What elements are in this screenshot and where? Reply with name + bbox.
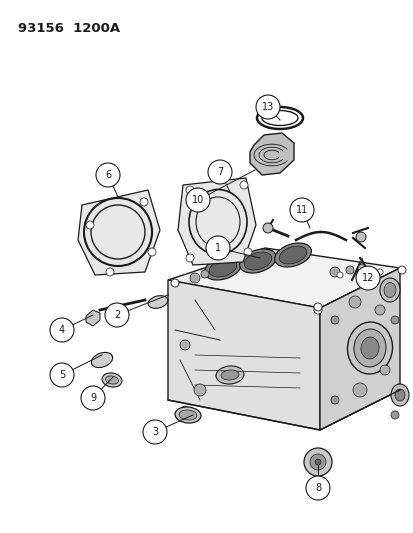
Circle shape: [147, 248, 156, 256]
Circle shape: [190, 273, 199, 283]
Ellipse shape: [390, 384, 408, 406]
Ellipse shape: [209, 259, 236, 277]
Ellipse shape: [105, 376, 118, 384]
Circle shape: [352, 383, 366, 397]
Circle shape: [348, 296, 360, 308]
Circle shape: [336, 272, 342, 278]
Circle shape: [289, 198, 313, 222]
Ellipse shape: [278, 246, 306, 264]
Circle shape: [345, 266, 353, 274]
Ellipse shape: [216, 366, 243, 384]
Circle shape: [329, 267, 339, 277]
Circle shape: [355, 232, 365, 242]
Circle shape: [390, 316, 398, 324]
Circle shape: [185, 186, 194, 194]
Circle shape: [390, 411, 398, 419]
Text: 5: 5: [59, 370, 65, 380]
Text: 7: 7: [216, 167, 223, 177]
Circle shape: [50, 318, 74, 342]
Text: 11: 11: [295, 205, 307, 215]
Circle shape: [357, 264, 365, 272]
Circle shape: [142, 420, 166, 444]
Polygon shape: [168, 248, 399, 308]
Circle shape: [140, 198, 147, 206]
Circle shape: [356, 267, 362, 273]
Text: 93156  1200A: 93156 1200A: [18, 22, 120, 35]
Polygon shape: [168, 280, 319, 430]
Circle shape: [262, 223, 272, 233]
Circle shape: [171, 279, 178, 287]
Circle shape: [201, 270, 209, 278]
Ellipse shape: [239, 249, 276, 273]
Circle shape: [240, 181, 247, 189]
Polygon shape: [178, 178, 255, 265]
Circle shape: [180, 340, 190, 350]
Circle shape: [185, 188, 209, 212]
Circle shape: [86, 221, 94, 229]
Text: 10: 10: [191, 195, 204, 205]
Ellipse shape: [204, 256, 241, 280]
Text: 8: 8: [314, 483, 320, 493]
Ellipse shape: [379, 278, 399, 302]
Circle shape: [106, 268, 114, 276]
Ellipse shape: [353, 329, 385, 367]
Circle shape: [305, 476, 329, 500]
Ellipse shape: [347, 322, 392, 374]
Ellipse shape: [175, 407, 200, 423]
Polygon shape: [86, 310, 100, 326]
Circle shape: [355, 266, 379, 290]
Ellipse shape: [360, 337, 378, 359]
Circle shape: [96, 163, 120, 187]
Text: 1: 1: [214, 243, 221, 253]
Polygon shape: [249, 133, 293, 175]
Ellipse shape: [274, 243, 311, 267]
Circle shape: [243, 248, 252, 256]
Ellipse shape: [148, 296, 167, 309]
Circle shape: [194, 384, 206, 396]
Polygon shape: [319, 268, 399, 430]
Circle shape: [313, 306, 321, 314]
Circle shape: [207, 160, 231, 184]
Circle shape: [185, 254, 194, 262]
Text: 6: 6: [104, 170, 111, 180]
Ellipse shape: [102, 373, 121, 387]
Circle shape: [81, 386, 105, 410]
Circle shape: [255, 95, 279, 119]
Ellipse shape: [394, 389, 404, 401]
Circle shape: [309, 454, 325, 470]
Circle shape: [374, 305, 384, 315]
Circle shape: [313, 303, 321, 311]
Circle shape: [50, 363, 74, 387]
Text: 4: 4: [59, 325, 65, 335]
Ellipse shape: [383, 282, 395, 297]
Circle shape: [303, 448, 331, 476]
Text: 12: 12: [361, 273, 373, 283]
Circle shape: [330, 316, 338, 324]
Text: 2: 2: [114, 310, 120, 320]
Text: 9: 9: [90, 393, 96, 403]
Circle shape: [105, 303, 129, 327]
Circle shape: [206, 236, 230, 260]
Circle shape: [180, 406, 189, 414]
Ellipse shape: [221, 370, 238, 380]
Circle shape: [397, 266, 405, 274]
Circle shape: [379, 365, 389, 375]
Circle shape: [314, 459, 320, 465]
Circle shape: [330, 396, 338, 404]
Ellipse shape: [178, 410, 197, 420]
Text: 13: 13: [261, 102, 273, 112]
Ellipse shape: [91, 352, 112, 368]
Polygon shape: [78, 190, 159, 275]
Ellipse shape: [244, 252, 271, 270]
Circle shape: [376, 269, 382, 275]
Text: 3: 3: [152, 427, 158, 437]
